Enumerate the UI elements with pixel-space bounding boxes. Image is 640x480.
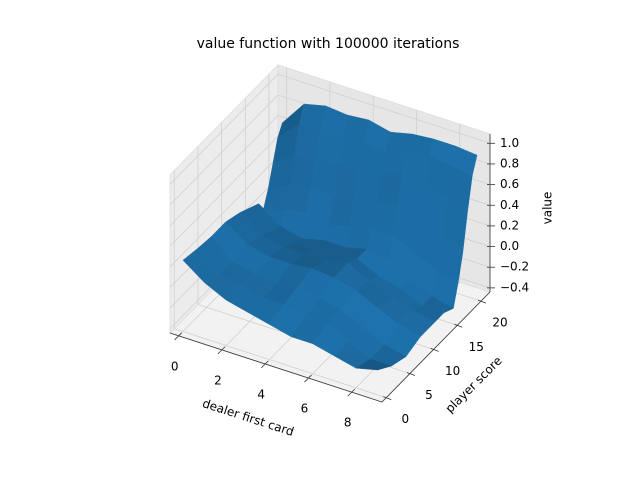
y-tick <box>430 348 439 352</box>
y-tick <box>406 372 416 376</box>
grid-line <box>169 156 279 268</box>
z-tick-label: −0.4 <box>500 280 529 294</box>
z-tick-label: −0.2 <box>500 260 529 274</box>
x-tick <box>304 374 312 383</box>
x-axis-label: dealer first card <box>201 396 296 439</box>
grid-line <box>169 135 279 247</box>
y-axis-label: player score <box>443 354 505 416</box>
y-tick <box>454 323 463 328</box>
y-tick-label: 0 <box>401 412 409 426</box>
surface-patch <box>355 358 393 371</box>
z-tick-label: 0.6 <box>500 177 519 191</box>
y-tick-label: 5 <box>425 388 433 402</box>
x-tick <box>217 346 226 355</box>
x-tick <box>347 388 355 397</box>
y-tick-label: 10 <box>445 364 460 378</box>
y-tick-label: 15 <box>469 340 484 354</box>
z-tick-label: 0.0 <box>500 239 519 253</box>
x-tick-label: 0 <box>171 359 179 373</box>
x-tick <box>174 332 182 341</box>
grid-line <box>169 94 279 206</box>
grid-line <box>169 115 279 226</box>
x-tick-label: 2 <box>214 373 222 387</box>
grid-line <box>169 74 279 185</box>
z-axis-label: value <box>541 192 555 225</box>
z-tick-label: 0.2 <box>500 218 519 232</box>
x-tick <box>260 360 269 369</box>
chart-title: value function with 100000 iterations <box>197 36 460 52</box>
x-tick-label: 4 <box>257 387 265 401</box>
z-tick-label: 1.0 <box>500 136 519 150</box>
y-tick <box>383 396 392 401</box>
y-tick-label: 20 <box>492 316 507 330</box>
y-tick <box>477 299 487 304</box>
z-tick-label: 0.8 <box>500 156 519 170</box>
axis-line <box>381 291 491 403</box>
grid-line <box>174 328 387 399</box>
grid-line <box>277 73 491 144</box>
axis-line <box>169 332 383 403</box>
x-tick-label: 8 <box>344 416 352 430</box>
z-tick-label: 0.4 <box>500 198 519 212</box>
x-tick-label: 6 <box>301 402 309 416</box>
